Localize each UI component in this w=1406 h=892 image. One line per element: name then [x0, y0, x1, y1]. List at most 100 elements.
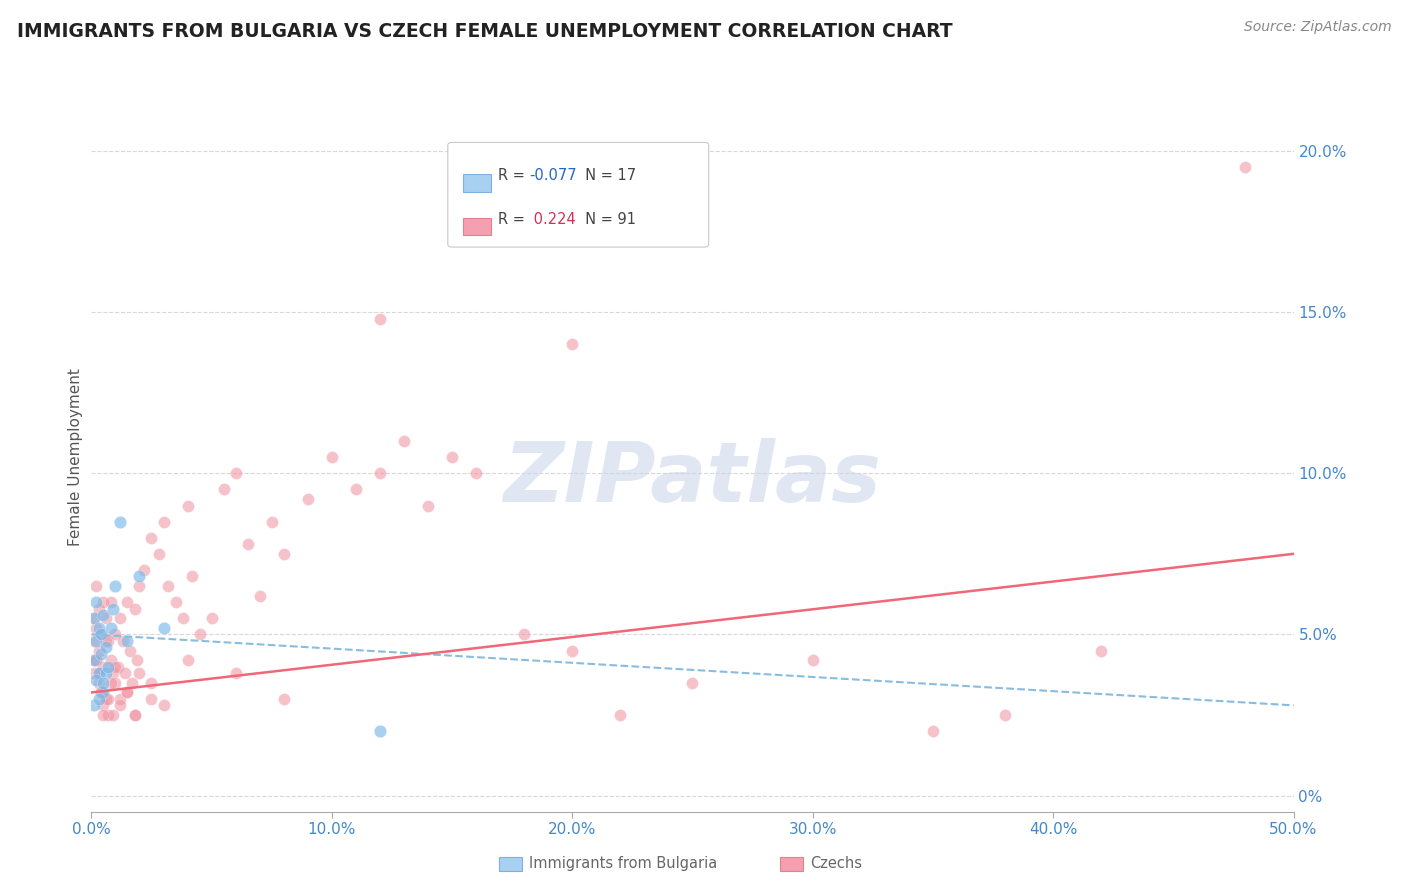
Point [83, 698, 105, 713]
Point [94, 666, 117, 681]
Point [273, 692, 295, 706]
Point [101, 708, 124, 723]
Point [321, 450, 343, 464]
Point [273, 547, 295, 561]
Point [84, 653, 107, 667]
Point [100, 595, 122, 609]
Point [212, 483, 235, 497]
Point [141, 692, 163, 706]
Text: N = 91: N = 91 [576, 212, 636, 227]
Point [87, 666, 110, 681]
Point [93, 659, 115, 673]
Point [225, 467, 247, 481]
Point [117, 685, 139, 699]
Point [93, 685, 115, 699]
Point [104, 579, 127, 593]
Point [152, 621, 174, 635]
Point [609, 708, 631, 723]
Point [561, 337, 583, 351]
Point [107, 659, 129, 673]
Point [90, 627, 112, 641]
Point [87, 675, 110, 690]
Point [87, 692, 110, 706]
Point [93, 675, 115, 690]
Point [90, 685, 112, 699]
Point [994, 708, 1017, 723]
Point [118, 643, 141, 657]
Text: Source: ZipAtlas.com: Source: ZipAtlas.com [1244, 20, 1392, 34]
Point [922, 724, 945, 739]
Point [249, 589, 271, 603]
Point [87, 621, 110, 635]
Point [114, 666, 136, 681]
Point [201, 611, 224, 625]
Point [87, 601, 110, 615]
Point [125, 653, 148, 667]
Point [225, 666, 247, 681]
Point [84, 633, 107, 648]
Point [134, 563, 156, 577]
Point [104, 659, 127, 673]
Point [110, 698, 132, 713]
Point [87, 666, 110, 681]
Point [124, 601, 146, 615]
Point [681, 675, 703, 690]
Point [368, 724, 391, 739]
Point [110, 611, 132, 625]
Point [128, 666, 150, 681]
Point [104, 675, 127, 690]
Point [110, 515, 132, 529]
Point [128, 569, 150, 583]
Point [392, 434, 415, 448]
Point [1090, 643, 1112, 657]
Point [104, 627, 127, 641]
Text: -0.077: -0.077 [530, 169, 576, 184]
Point [141, 675, 163, 690]
Point [94, 633, 117, 648]
Point [152, 698, 174, 713]
Point [176, 499, 198, 513]
Point [90, 647, 112, 661]
Point [84, 653, 107, 667]
Text: N = 17: N = 17 [576, 169, 636, 184]
Point [128, 579, 150, 593]
Point [121, 675, 143, 690]
Text: Immigrants from Bulgaria: Immigrants from Bulgaria [529, 856, 717, 871]
Text: R =: R = [499, 212, 530, 227]
Text: R =: R = [499, 169, 530, 184]
Point [101, 666, 124, 681]
Point [84, 579, 107, 593]
Point [368, 311, 391, 326]
Point [157, 579, 180, 593]
Point [90, 627, 112, 641]
Point [100, 621, 122, 635]
Point [165, 595, 187, 609]
Point [94, 692, 117, 706]
Point [90, 685, 112, 699]
Point [97, 708, 120, 723]
Point [141, 531, 163, 545]
Point [83, 633, 105, 648]
Point [100, 675, 122, 690]
Point [84, 595, 107, 609]
Point [83, 611, 105, 625]
Point [93, 708, 115, 723]
Point [94, 611, 117, 625]
Point [84, 621, 107, 635]
Point [93, 608, 115, 623]
Point [801, 653, 824, 667]
Point [87, 643, 110, 657]
Point [440, 450, 463, 464]
Point [97, 692, 120, 706]
Point [83, 653, 105, 667]
Point [97, 633, 120, 648]
Point [188, 627, 211, 641]
Point [176, 653, 198, 667]
Text: Czechs: Czechs [810, 856, 862, 871]
Point [124, 708, 146, 723]
Point [236, 537, 259, 551]
Point [83, 666, 105, 681]
Point [148, 547, 170, 561]
Point [101, 601, 124, 615]
Point [94, 640, 117, 655]
